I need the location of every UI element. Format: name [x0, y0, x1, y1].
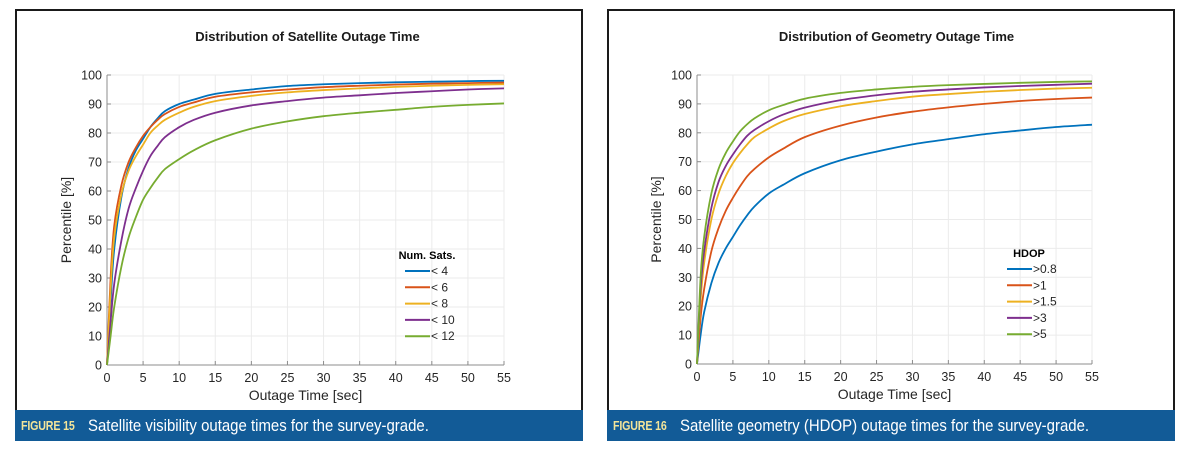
x-tick-label: 45 — [1013, 370, 1027, 384]
x-tick-label: 30 — [906, 370, 920, 384]
legend-item: >0.8 — [1007, 262, 1057, 276]
x-tick-label: 40 — [389, 371, 403, 385]
x-tick-label: 10 — [172, 371, 186, 385]
x-tick-label: 15 — [208, 371, 222, 385]
series-line-3 — [696, 82, 1093, 365]
y-tick-label: 50 — [678, 213, 692, 227]
y-tick-label: 60 — [88, 185, 102, 199]
series-line-1 — [696, 96, 1093, 365]
series-line-4 — [106, 102, 505, 366]
legend-label: < 8 — [431, 297, 448, 311]
y-tick-label: 70 — [678, 155, 692, 169]
y-tick-label: 100 — [671, 69, 692, 83]
legend-item: >1.5 — [1007, 295, 1057, 309]
y-tick-label: 10 — [678, 329, 692, 343]
legend-label: < 12 — [431, 329, 455, 343]
figure-label: FIGURE 15 — [21, 418, 75, 433]
y-tick-label: 100 — [81, 69, 102, 83]
y-tick-label: 80 — [678, 126, 692, 140]
x-axis-label: Outage Time [sec] — [249, 387, 363, 403]
legend-label: < 6 — [431, 280, 448, 294]
figure-16-panel: Distribution of Geometry Outage Time 0 5 10… — [607, 9, 1175, 441]
legend-item: >5 — [1007, 327, 1047, 341]
legend-title: Num. Sats. — [399, 250, 456, 262]
series-line-0 — [696, 123, 1093, 365]
y-tick-label: 70 — [88, 156, 102, 170]
legend-label: >1.5 — [1033, 295, 1057, 309]
chart-frame: Distribution of Geometry Outage Time 0 5 10… — [607, 9, 1175, 412]
legend-label: >3 — [1033, 311, 1047, 325]
x-tick-label: 40 — [977, 370, 991, 384]
x-tick-label: 5 — [729, 370, 736, 384]
x-tick-label: 20 — [834, 370, 848, 384]
legend: HDOP >0.8 >1 >1.5 >3 >5 — [1007, 248, 1057, 341]
x-tick-label: 15 — [798, 370, 812, 384]
y-tick-label: 50 — [88, 214, 102, 228]
legend-label: < 4 — [431, 264, 448, 278]
legend-item: >1 — [1007, 278, 1047, 292]
x-tick-label: 20 — [244, 371, 258, 385]
chart-title: Distribution of Satellite Outage Time — [195, 29, 419, 44]
series-line-4 — [696, 80, 1093, 365]
legend-item: < 10 — [405, 313, 455, 327]
y-tick-label: 20 — [678, 300, 692, 314]
y-tick-label: 30 — [678, 271, 692, 285]
x-tick-label: 25 — [281, 371, 295, 385]
legend-label: >0.8 — [1033, 262, 1057, 276]
y-tick-label: 40 — [678, 242, 692, 256]
y-tick-label: 80 — [88, 127, 102, 141]
x-tick-label: 25 — [870, 370, 884, 384]
series-line-3 — [106, 87, 505, 366]
legend-label: >5 — [1033, 327, 1047, 341]
legend-title: HDOP — [1013, 248, 1045, 260]
x-tick-label: 55 — [497, 371, 511, 385]
y-tick-label: 10 — [88, 330, 102, 344]
chart-frame: Distribution of Satellite Outage Time 0 5 1… — [15, 9, 583, 412]
legend-label: >1 — [1033, 278, 1047, 292]
y-tick-label: 90 — [88, 98, 102, 112]
x-tick-label: 5 — [140, 371, 147, 385]
series-line-1 — [106, 81, 505, 366]
y-tick-label: 0 — [95, 359, 102, 373]
x-tick-label: 45 — [425, 371, 439, 385]
y-tick-label: 30 — [88, 272, 102, 286]
series-group — [106, 79, 505, 366]
x-tick-label: 55 — [1085, 370, 1099, 384]
x-tick-label: 50 — [461, 371, 475, 385]
x-tick-label: 35 — [941, 370, 955, 384]
figure-label: FIGURE 16 — [613, 418, 667, 433]
legend-item: < 6 — [405, 280, 448, 294]
caption-text: Satellite geometry (HDOP) outage times f… — [680, 415, 1090, 435]
y-tick-label: 20 — [88, 301, 102, 315]
legend-item: < 8 — [405, 297, 448, 311]
x-tick-label: 0 — [694, 370, 701, 384]
y-tick-label: 90 — [678, 97, 692, 111]
figure-caption: FIGURE 16 Satellite geometry (HDOP) outa… — [607, 410, 1175, 441]
legend-item: >3 — [1007, 311, 1047, 325]
figure-caption: FIGURE 15 Satellite visibility outage ti… — [15, 410, 583, 441]
legend-item: < 12 — [405, 329, 455, 343]
series-line-2 — [106, 83, 505, 366]
y-tick-label: 0 — [685, 358, 692, 372]
y-axis-label: Percentile [%] — [648, 176, 664, 262]
caption-text: Satellite visibility outage times for th… — [88, 415, 429, 435]
legend: Num. Sats. < 4 < 6 < 8 < 10 < 12 — [399, 250, 456, 343]
x-tick-label: 0 — [104, 371, 111, 385]
satellite-outage-chart: Distribution of Satellite Outage Time 0 5 1… — [58, 29, 511, 403]
legend-item: < 4 — [405, 264, 448, 278]
series-line-2 — [696, 86, 1093, 365]
x-tick-label: 30 — [317, 371, 331, 385]
x-tick-label: 35 — [353, 371, 367, 385]
y-tick-label: 60 — [678, 184, 692, 198]
series-group — [696, 80, 1093, 365]
x-tick-label: 10 — [762, 370, 776, 384]
figure-15-panel: Distribution of Satellite Outage Time 0 5 1… — [15, 9, 583, 441]
y-tick-label: 40 — [88, 243, 102, 257]
x-axis-label: Outage Time [sec] — [838, 386, 952, 402]
legend-label: < 10 — [431, 313, 455, 327]
chart-title: Distribution of Geometry Outage Time — [779, 29, 1014, 44]
y-axis-label: Percentile [%] — [58, 177, 74, 263]
geometry-outage-chart: Distribution of Geometry Outage Time 0 5 10… — [648, 29, 1099, 402]
x-tick-label: 50 — [1049, 370, 1063, 384]
